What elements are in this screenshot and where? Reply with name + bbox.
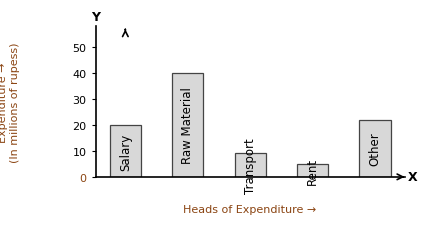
Bar (172, 74, 203, 177)
Text: Expenditure →
(In millions of rupess): Expenditure → (In millions of rupess) (0, 42, 20, 162)
Text: Heads of Expenditure →: Heads of Expenditure → (183, 204, 316, 214)
Bar (296, 164, 327, 177)
Text: Rent: Rent (305, 157, 318, 184)
Text: Other: Other (368, 132, 381, 165)
Bar (234, 154, 265, 177)
Text: Transport: Transport (243, 138, 256, 193)
Text: X: X (407, 170, 416, 184)
Bar (109, 125, 141, 177)
Text: Salary: Salary (118, 133, 132, 170)
Text: Raw Material: Raw Material (181, 87, 194, 164)
Text: Y: Y (91, 11, 100, 24)
Bar (358, 120, 390, 177)
